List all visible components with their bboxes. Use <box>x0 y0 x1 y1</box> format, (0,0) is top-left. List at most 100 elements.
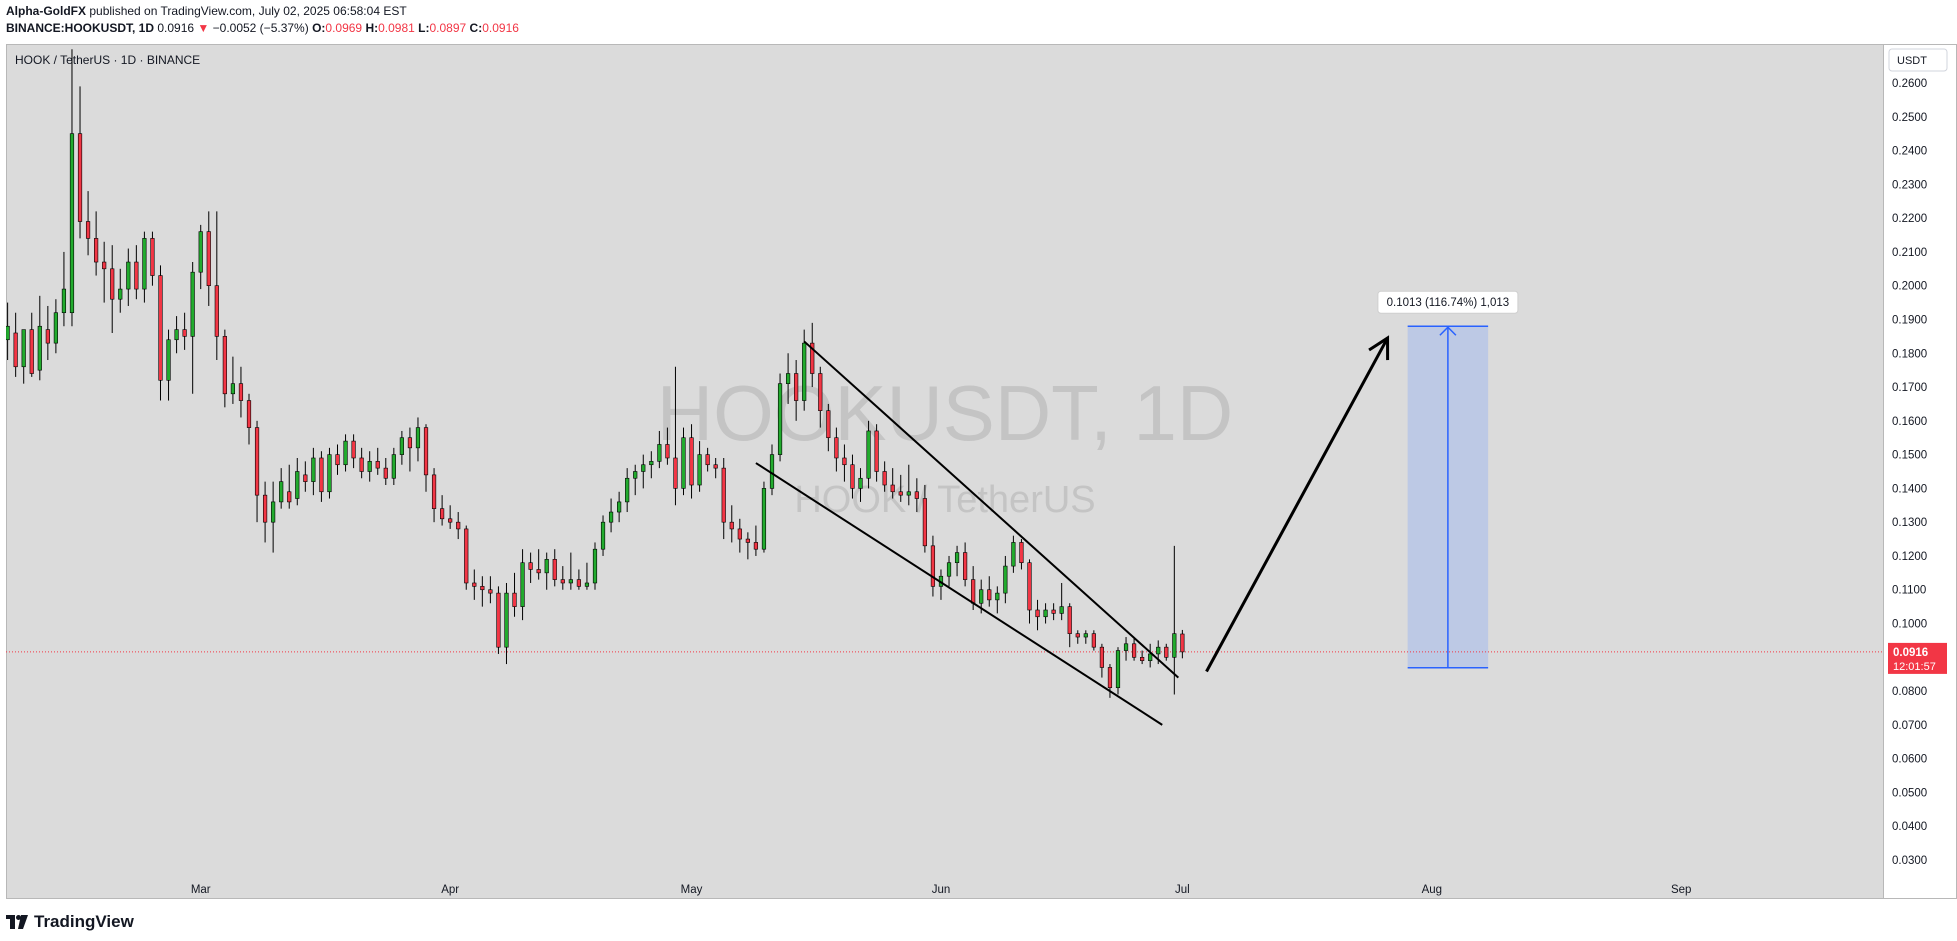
candle[interactable] <box>431 468 437 523</box>
candle[interactable] <box>914 478 919 513</box>
candle[interactable] <box>37 295 42 381</box>
candle[interactable] <box>214 211 219 361</box>
candle[interactable] <box>592 542 598 590</box>
candle[interactable] <box>190 262 195 394</box>
candle[interactable] <box>118 268 123 313</box>
candle[interactable] <box>110 245 115 333</box>
plot-area[interactable]: HOOKUSDT, 1D HOOK / TetherUS 0.1013 (116.7… <box>6 49 1884 726</box>
publisher-name[interactable]: Alpha-GoldFX <box>6 4 86 18</box>
candle[interactable] <box>102 241 107 303</box>
candle[interactable] <box>69 49 75 327</box>
candle[interactable] <box>343 434 348 472</box>
candle[interactable] <box>705 447 710 472</box>
candle[interactable] <box>45 305 50 361</box>
candle[interactable] <box>464 525 469 590</box>
candle[interactable] <box>906 464 911 506</box>
candle[interactable] <box>520 549 525 621</box>
candle[interactable] <box>568 552 573 590</box>
candle[interactable] <box>826 403 831 452</box>
candle[interactable] <box>1043 603 1048 624</box>
candle[interactable] <box>922 485 927 553</box>
wedge-lower-trendline[interactable] <box>755 462 1163 726</box>
candle[interactable] <box>448 505 453 529</box>
price-axis[interactable] <box>1884 44 1957 899</box>
chart-pane[interactable] <box>6 44 1884 899</box>
candle[interactable] <box>182 312 187 350</box>
candle[interactable] <box>617 491 622 523</box>
candle[interactable] <box>53 299 58 354</box>
candle[interactable] <box>673 366 678 506</box>
candle[interactable] <box>335 444 340 475</box>
candle[interactable] <box>987 576 992 607</box>
candle[interactable] <box>1067 603 1072 648</box>
candle[interactable] <box>729 505 734 543</box>
candle[interactable] <box>890 468 895 499</box>
candle[interactable] <box>391 447 396 486</box>
candle[interactable] <box>777 373 783 462</box>
candle[interactable] <box>456 512 461 540</box>
candle[interactable] <box>359 447 364 479</box>
candle[interactable] <box>6 302 10 361</box>
candle[interactable] <box>222 329 227 408</box>
candle[interactable] <box>303 461 308 492</box>
candle[interactable] <box>898 474 903 502</box>
candle[interactable] <box>287 464 292 509</box>
candle[interactable] <box>198 224 203 290</box>
candle[interactable] <box>166 329 171 401</box>
candle[interactable] <box>496 586 501 654</box>
candle[interactable] <box>665 427 670 465</box>
candle[interactable] <box>13 312 18 377</box>
candle[interactable] <box>1140 650 1145 665</box>
candle[interactable] <box>1099 643 1105 678</box>
candle[interactable] <box>1059 582 1064 621</box>
candle[interactable] <box>423 424 429 492</box>
candle[interactable] <box>327 447 332 499</box>
candle[interactable] <box>794 360 799 421</box>
candle[interactable] <box>528 552 533 583</box>
candle[interactable] <box>649 451 654 479</box>
candle[interactable] <box>440 495 445 526</box>
candle[interactable] <box>254 420 260 523</box>
candle[interactable] <box>206 211 211 306</box>
candle[interactable] <box>238 366 244 418</box>
candle[interactable] <box>295 457 300 506</box>
candle[interactable] <box>126 248 131 306</box>
candle[interactable] <box>29 312 34 377</box>
candle[interactable] <box>930 535 936 597</box>
candle[interactable] <box>544 552 549 590</box>
candle[interactable] <box>641 454 646 489</box>
candle[interactable] <box>745 532 750 560</box>
candle[interactable] <box>158 265 163 401</box>
projection-arrow-line[interactable] <box>1205 337 1389 673</box>
candle[interactable] <box>842 444 847 482</box>
candle[interactable] <box>600 515 606 556</box>
candle[interactable] <box>367 451 372 482</box>
candle[interactable] <box>625 468 630 513</box>
candle[interactable] <box>560 566 565 590</box>
candle[interactable] <box>802 329 807 411</box>
candle[interactable] <box>946 555 952 587</box>
candle[interactable] <box>142 231 147 303</box>
candle[interactable] <box>818 366 823 428</box>
candle[interactable] <box>383 457 388 486</box>
candle[interactable] <box>1172 545 1177 695</box>
candle[interactable] <box>938 569 944 600</box>
candle[interactable] <box>319 451 324 502</box>
candle[interactable] <box>1003 555 1008 604</box>
candle[interactable] <box>512 572 517 617</box>
candle[interactable] <box>77 86 83 239</box>
candle[interactable] <box>1123 637 1129 661</box>
candle[interactable] <box>246 393 252 445</box>
candle[interactable] <box>1148 643 1153 668</box>
candle[interactable] <box>608 498 614 533</box>
candle[interactable] <box>882 461 887 492</box>
candle[interactable] <box>1035 599 1040 631</box>
candle[interactable] <box>1083 630 1088 644</box>
candle[interactable] <box>375 447 380 475</box>
candle[interactable] <box>1027 559 1032 624</box>
candle[interactable] <box>761 481 767 553</box>
candle[interactable] <box>150 231 155 286</box>
candle[interactable] <box>480 576 485 607</box>
candle[interactable] <box>850 454 855 499</box>
